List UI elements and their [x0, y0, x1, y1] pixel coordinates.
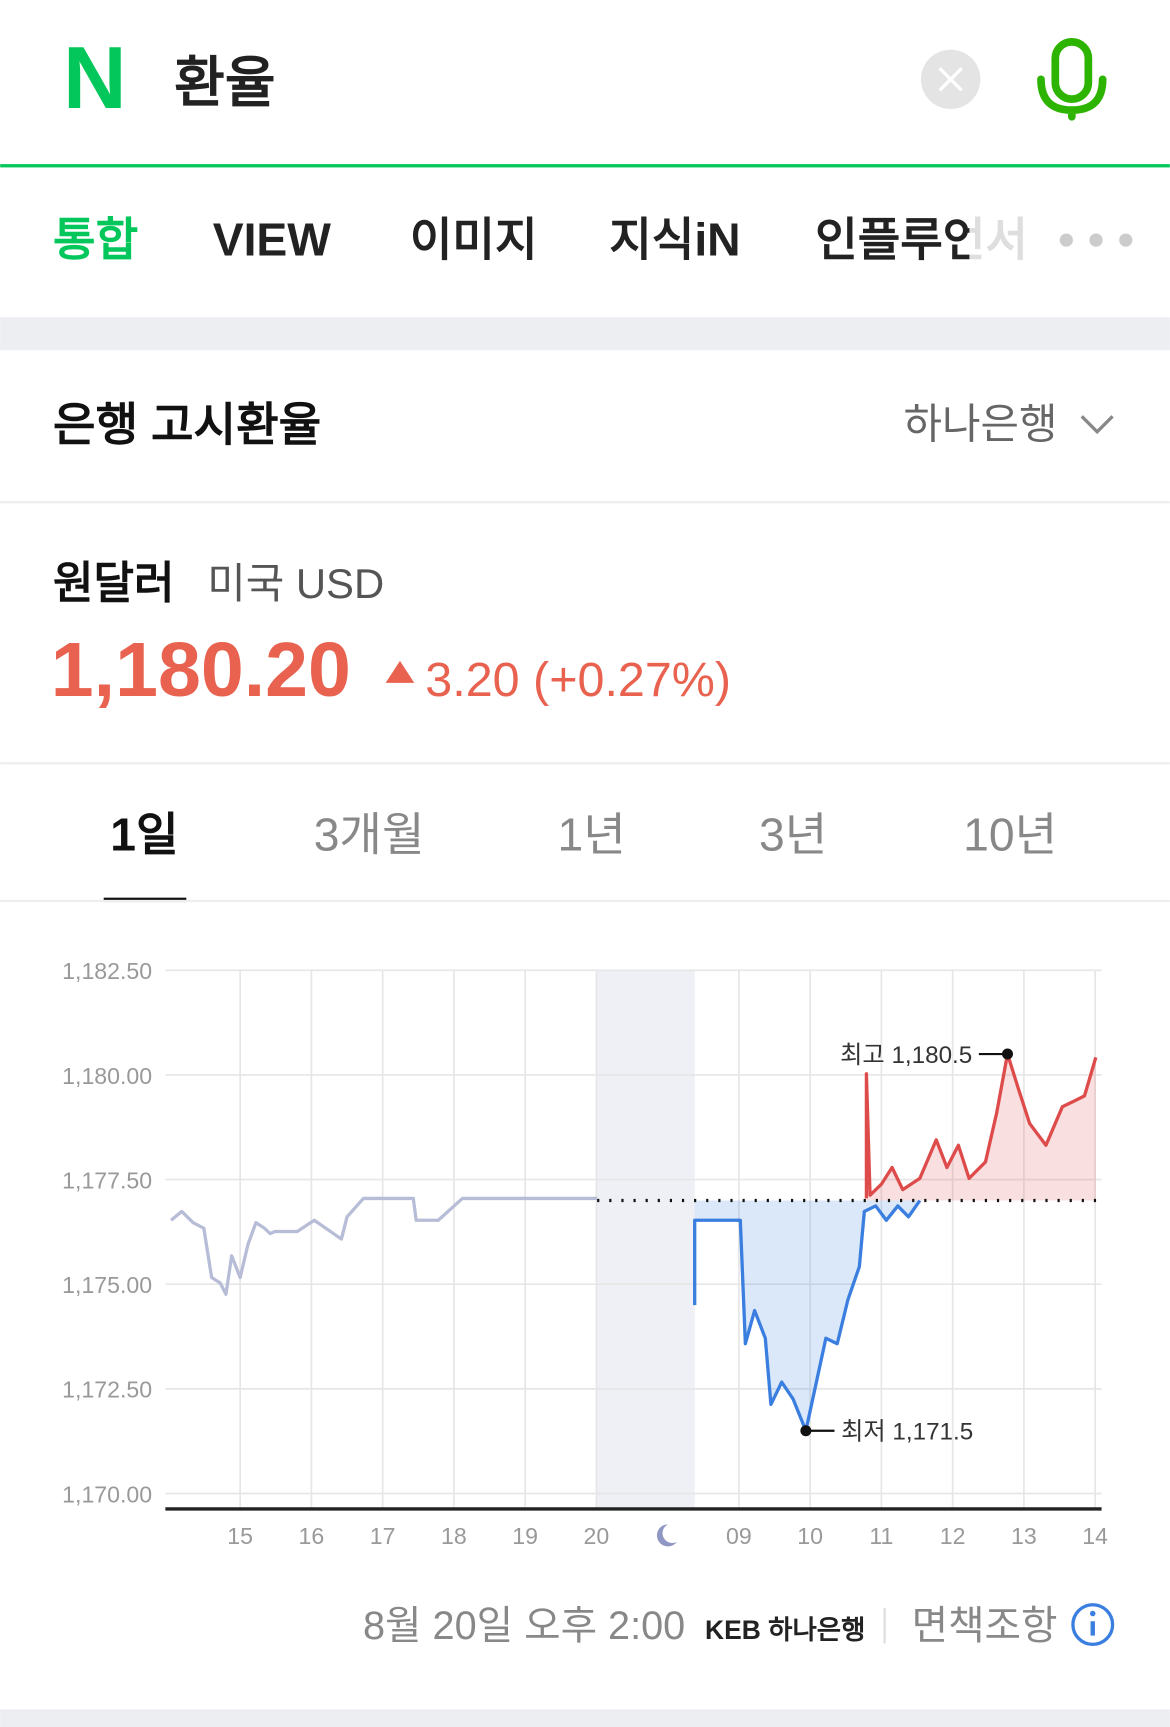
annotation: 최고 1,180.5	[840, 1042, 972, 1069]
fade	[969, 198, 1058, 287]
y-tick-label: 1,172.50	[62, 1377, 152, 1403]
bank-select[interactable]: 하나은행	[904, 400, 1058, 447]
info-icon[interactable]	[1071, 1603, 1115, 1647]
period-tab[interactable]: 3개월	[314, 808, 425, 860]
clear-button[interactable]	[920, 49, 981, 110]
line	[864, 1052, 1098, 1199]
divider	[0, 164, 1170, 168]
tab[interactable]: 이미지	[410, 214, 538, 266]
timestamp: 8월 20일 오후 2:00	[363, 1604, 685, 1648]
x-tick-label: 15	[227, 1523, 253, 1549]
more-button[interactable]	[1059, 233, 1133, 247]
line	[170, 1196, 598, 1296]
x-tick-label: 14	[1082, 1523, 1108, 1549]
x-tick-label: 17	[370, 1523, 396, 1549]
currency-sub: 미국 USD	[207, 560, 384, 607]
area	[694, 1200, 920, 1431]
area	[866, 1054, 1096, 1201]
annotation-point	[800, 1425, 812, 1437]
tab[interactable]: 통합	[53, 214, 138, 266]
divider	[0, 501, 1170, 504]
up-arrow	[385, 660, 415, 683]
section-gap	[0, 317, 1170, 351]
x-tick-label: 18	[441, 1523, 467, 1549]
x-tick-label: 09	[726, 1523, 752, 1549]
night-band	[597, 970, 695, 1509]
night-icon	[656, 1524, 677, 1547]
line	[693, 1199, 922, 1433]
tab[interactable]: VIEW	[213, 214, 332, 266]
divider	[0, 899, 1170, 903]
section-gap	[0, 1709, 1170, 1727]
x-tick-label: 20	[584, 1523, 610, 1549]
annotation-point	[1002, 1048, 1014, 1060]
dropdown-icon	[1080, 415, 1114, 435]
mic-button[interactable]	[1037, 37, 1107, 121]
y-tick-label: 1,177.50	[62, 1167, 152, 1193]
x-tick-label: 10	[797, 1523, 823, 1549]
x-tick-label: 11	[869, 1523, 893, 1549]
x-tick-label: 12	[940, 1523, 966, 1549]
y-tick-label: 1,175.00	[62, 1272, 152, 1298]
search-query[interactable]: 환율	[174, 51, 275, 113]
period-tab[interactable]: 3년	[759, 808, 827, 860]
period-tab[interactable]: 10년	[963, 808, 1057, 860]
chart: 1,170.00 1,172.50 1,175.00 1,177.50 1,180.00…	[62, 958, 1108, 1549]
y-tick-label: 1,170.00	[62, 1481, 152, 1507]
x-tick-label: 19	[512, 1523, 538, 1549]
x-tick-label: 13	[1011, 1523, 1037, 1549]
tab[interactable]: 지식iN	[609, 214, 740, 266]
x-tick-label: 16	[299, 1523, 325, 1549]
card-title: 은행 고시환율	[53, 399, 321, 451]
divider	[0, 762, 1170, 765]
y-tick-label: 1,180.00	[62, 1063, 152, 1089]
currency: 원달러	[53, 559, 175, 608]
disclaimer[interactable]: 면책조항	[912, 1604, 1058, 1648]
separator	[883, 1608, 886, 1644]
price: 1,180.20	[51, 627, 351, 713]
change: 3.20 (+0.27%)	[425, 653, 731, 707]
period-tab[interactable]: 1년	[557, 808, 625, 860]
y-tick-label: 1,182.50	[62, 958, 152, 984]
logo[interactable]: N	[63, 28, 127, 127]
period-tab[interactable]: 1일	[110, 808, 178, 860]
annotation: 최저 1,171.5	[841, 1419, 973, 1446]
bank-logo: KEB 하나은행	[705, 1615, 865, 1645]
